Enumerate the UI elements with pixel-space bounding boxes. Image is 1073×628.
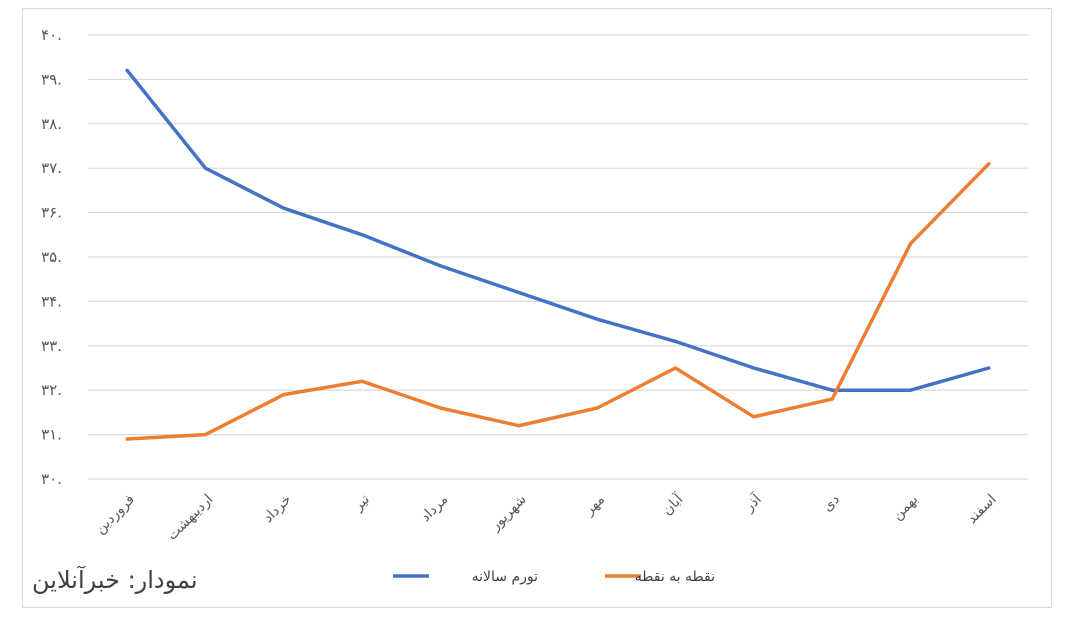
x-tick-label: تیر (350, 491, 373, 514)
y-tick-label: ۴۰. (41, 26, 62, 44)
data-point (909, 388, 912, 392)
x-tick-label: دی (820, 492, 843, 515)
data-point (360, 233, 364, 237)
x-tick-label: شهریور (487, 492, 530, 535)
y-tick-label: ۳۸. (41, 115, 62, 133)
series-line-0 (125, 68, 991, 392)
data-point (987, 366, 991, 370)
y-tick-label: ۳۱. (41, 426, 62, 444)
data-point (830, 397, 834, 401)
y-tick-label: ۳۹. (41, 70, 62, 88)
data-point (674, 366, 677, 370)
x-tick-label: فروردین (92, 492, 138, 538)
data-point (439, 406, 442, 410)
data-point (752, 366, 756, 370)
legend-label: نقطه به نقطه (635, 569, 715, 585)
data-point (752, 415, 756, 419)
x-tick-label: آذر (740, 490, 765, 515)
data-point (360, 379, 364, 383)
data-point (204, 166, 207, 170)
data-point (517, 424, 521, 428)
data-point (987, 162, 991, 166)
data-point (674, 339, 677, 343)
chart-frame (22, 8, 1052, 608)
data-point (830, 388, 834, 392)
grid-lines (88, 34, 1028, 480)
y-tick-label: ۳۶. (41, 204, 62, 222)
series-line-1 (125, 162, 991, 441)
data-point (282, 206, 286, 210)
legend: تورم سالانه نقطه به نقطه (393, 569, 715, 585)
data-point (125, 69, 129, 73)
data-point (204, 433, 207, 437)
series-lines (125, 68, 991, 441)
x-tick-label: بهمن (889, 492, 921, 524)
x-tick-label: اردیبهشت (164, 492, 216, 544)
y-tick-label: ۳۵. (41, 248, 62, 266)
legend-label: تورم سالانه (472, 569, 538, 585)
data-point (595, 406, 599, 410)
x-tick-label: مهر (581, 492, 608, 519)
chart-credit: نمودار: خبرآنلاین (32, 566, 198, 594)
data-point (282, 393, 286, 397)
y-tick-label: ۳۷. (41, 159, 62, 177)
y-tick-label: ۳۳. (41, 337, 62, 355)
data-point (909, 242, 912, 246)
y-tick-label: ۳۲. (41, 381, 62, 399)
y-tick-label: ۳۰. (41, 470, 62, 488)
data-point (595, 317, 599, 321)
data-point (125, 437, 129, 441)
x-tick-label: مرداد (418, 492, 452, 526)
x-tick-label: اسفند (964, 492, 1000, 528)
y-axis-ticks: ۳۰. ۳۱. ۳۲. ۳۳. ۳۴. ۳۵. ۳۶. ۳۷. ۳۸. ۳۹. ۴۰. (41, 26, 62, 488)
x-axis-ticks: فروردین اردیبهشت خرداد تیر مرداد شهریور مهر آبا… (92, 490, 999, 544)
y-tick-label: ۳۴. (41, 292, 62, 310)
data-point (439, 264, 442, 268)
x-tick-label: آبان (659, 490, 688, 519)
x-tick-label: خرداد (260, 492, 294, 526)
data-point (517, 291, 521, 295)
